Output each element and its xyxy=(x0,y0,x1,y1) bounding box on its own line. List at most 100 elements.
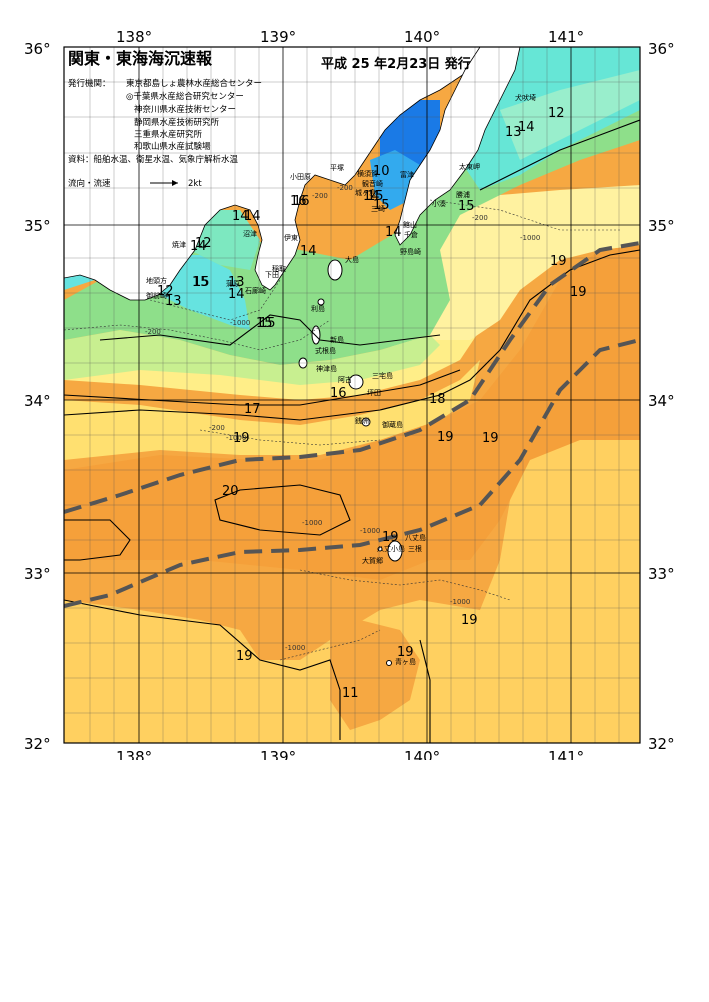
depth-label: -1000 xyxy=(302,519,322,527)
iso-label: 12 xyxy=(157,284,174,299)
sea-temperature-map: 関東・東海海沉速報 平成 25 年2月23日 発行 発行機関： 東京都島しょ農林… xyxy=(24,28,675,766)
current-legend-label: 流向・流速 xyxy=(68,178,111,189)
publisher-1: 東京都島しょ農林水産総合センター xyxy=(126,78,262,89)
iso-label: 15 xyxy=(193,275,210,290)
kuroshio-axes xyxy=(64,241,640,608)
depth-contour-1000-c xyxy=(299,569,511,601)
lat-label-36-left: 36° xyxy=(24,40,51,58)
isotherm-19-south xyxy=(64,599,341,740)
lon-label-139-top: 139° xyxy=(260,28,296,46)
iso-label: 11 xyxy=(342,686,359,701)
lat-label-34-left: 34° xyxy=(24,392,51,410)
publisher-4: 静岡県水産技術研究所 xyxy=(134,117,220,128)
map-title: 関東・東海海沉速報 xyxy=(68,49,213,68)
iso-label: 14 xyxy=(300,244,317,259)
lon-label-138-bottom: 138° xyxy=(116,748,152,760)
depth-label: -1000 xyxy=(450,598,470,606)
place-hachijo-kojima: 八丈小島 xyxy=(377,544,405,553)
iso-label: 12 xyxy=(548,106,565,121)
isotherm-20-a xyxy=(214,484,351,536)
lon-label-140-top: 140° xyxy=(404,28,440,46)
publisher-6: 和歌山県水産試験場 xyxy=(134,141,211,152)
iso-label: 14 xyxy=(363,189,380,204)
place-miura: 三崎 xyxy=(371,204,385,213)
iso-label: 12 xyxy=(195,236,212,251)
iso-label: 14 xyxy=(244,209,261,224)
place-yaizu: 焼津 xyxy=(172,240,186,249)
shelf-edge-lightgreen xyxy=(64,330,440,385)
depth-contour-200 xyxy=(64,319,331,351)
honshu-land xyxy=(64,47,481,301)
depth-label: -1000 xyxy=(230,319,250,327)
issue-date: 平成 25 年2月23日 発行 xyxy=(321,56,471,72)
izu-oshima-island xyxy=(327,259,343,281)
lat-label-34-right: 34° xyxy=(648,392,675,410)
iso-label: 14 xyxy=(228,287,245,302)
iso-label: 18 xyxy=(429,392,446,407)
data-sources: 資料：船舶水温、衛星水温、気象庁解析水温 xyxy=(68,154,239,165)
place-aogashima: 青ヶ島 xyxy=(395,657,416,666)
place-odawara: 小田原 xyxy=(290,172,311,181)
iso-label: 15 xyxy=(367,189,384,204)
current-legend-scale: 2kt xyxy=(188,179,202,189)
iso-label: 19 xyxy=(437,430,454,445)
place-ito: 伊東 xyxy=(284,233,298,242)
iso-label: 13 xyxy=(165,294,182,309)
depth-contours xyxy=(64,199,620,661)
place-mikurajima: 御蔵島 xyxy=(382,420,403,429)
place-tsubota: 坪田 xyxy=(367,389,381,397)
place-kominato: 小湊 xyxy=(432,199,446,208)
iso-label: 15 xyxy=(192,275,209,290)
iso-label: 14 xyxy=(190,239,207,254)
arrowhead-icon xyxy=(172,180,178,186)
place-katsuura: 勝浦 xyxy=(456,190,470,199)
depth-label: -1000 xyxy=(226,434,246,442)
place-shimoda: 下田 xyxy=(265,271,279,279)
place-omaezaki: 御前崎 xyxy=(146,291,167,300)
iso-label: 13 xyxy=(505,125,522,140)
place-inubozaki: 犬吠埼 xyxy=(515,93,536,102)
boso-peninsula xyxy=(394,47,521,246)
map-frame xyxy=(63,46,641,744)
place-kozushima: 神津島 xyxy=(316,364,337,373)
publisher-label: 発行機関： xyxy=(68,78,111,89)
mikurajima-island xyxy=(361,417,371,427)
land-areas xyxy=(64,47,521,301)
warm-patch-aogashima xyxy=(330,620,420,730)
place-miyakejima: 三宅島 xyxy=(372,371,393,380)
place-hachijojima: 八丈島 xyxy=(405,533,426,542)
lon-label-140-bottom: 140° xyxy=(404,748,440,760)
iso-label: 16 xyxy=(293,194,310,209)
iso-label: 15 xyxy=(256,316,273,331)
place-tateyama: 館山 xyxy=(403,220,417,229)
isotherms xyxy=(64,119,640,743)
kuroshio-axis-north xyxy=(64,241,640,514)
lon-label-138-top: 138° xyxy=(116,28,152,46)
place-okago: 大賀郷 xyxy=(362,556,383,565)
place-inatori: 稲取 xyxy=(272,264,286,273)
iso-label: 15 xyxy=(458,199,475,214)
place-irozaki: 石廊崎 xyxy=(245,286,266,295)
depth-label: -1000 xyxy=(360,527,380,535)
ne-cyan-patch xyxy=(500,70,640,160)
place-jogashima: 城ヶ島 xyxy=(355,188,376,197)
iso-label: 15 xyxy=(259,316,276,331)
place-zenizu: 銭洲 xyxy=(355,416,369,425)
iso-label: 17 xyxy=(244,402,261,417)
kuroshio-axis-south xyxy=(64,338,640,608)
place-names: 犬吠埼 太東岬 勝浦 小湊 小田原 平塚 横須賀 富津 観音崎 城ヶ島 三崎 館… xyxy=(146,93,536,666)
isotherm-labels: 10 12 13 14 14 15 15 16 17 18 19 19 20 1… xyxy=(157,106,587,701)
place-chikyu: 地頭方 xyxy=(146,276,167,285)
iso-label: 15 xyxy=(373,198,390,213)
aogashima-island xyxy=(386,660,392,666)
iso-label: 19 xyxy=(382,530,399,545)
hachijojima-island xyxy=(387,540,403,562)
iso-label: 13 xyxy=(228,275,245,290)
header-panel: 関東・東海海沉速報 平成 25 年2月23日 発行 発行機関： 東京都島しょ農林… xyxy=(68,49,471,189)
lon-label-141-top: 141° xyxy=(548,28,584,46)
depth-label: -200 xyxy=(312,192,328,200)
map-body xyxy=(64,47,640,743)
depth-label: -200 xyxy=(145,328,161,336)
miyakejima-island xyxy=(348,374,364,390)
depth-label: -200 xyxy=(337,184,353,192)
